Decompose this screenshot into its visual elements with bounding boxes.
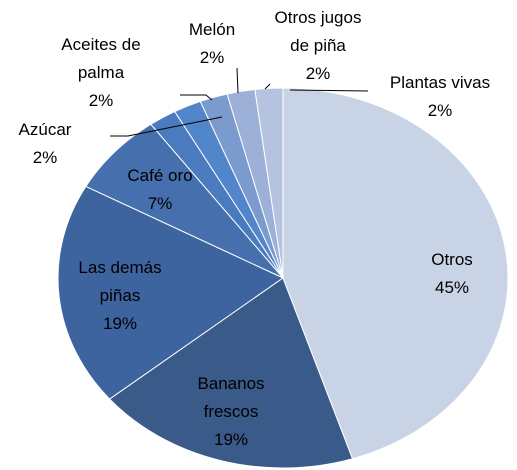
category-name: Plantas vivas (389, 73, 491, 92)
slice-label: Melón 2% (177, 16, 247, 72)
category-name: Las demás piñas (78, 258, 162, 305)
slice-label: Otros jugos de piña 2% (263, 4, 373, 88)
category-name: Otros (431, 250, 473, 269)
value-label: 19% (102, 314, 138, 333)
slice-label: Azúcar 2% (5, 116, 85, 172)
pie-slice (57, 185, 284, 400)
value-label: 45% (434, 278, 470, 297)
slice-label: Bananos frescos 19% (186, 370, 276, 454)
category-name: Otros jugos de piña (274, 8, 362, 55)
category-name: Melón (188, 20, 236, 39)
leader-line (110, 116, 223, 137)
value-label: 2% (199, 48, 225, 67)
category-name: Bananos frescos (197, 374, 265, 421)
slice-label: Aceites de palma 2% (46, 31, 156, 115)
pie-slice (282, 87, 509, 460)
slice-label: Las demás piñas 19% (65, 254, 175, 338)
category-name: Azúcar (18, 120, 72, 139)
value-label: 2% (32, 148, 58, 167)
leader-line (236, 67, 239, 94)
leader-lines (110, 67, 369, 137)
slice-label: Otros 45% (412, 246, 492, 302)
category-name: Aceites de palma (61, 35, 141, 82)
leader-line (289, 89, 369, 92)
leader-line (180, 94, 213, 101)
value-label: 2% (88, 91, 114, 110)
value-label: 2% (427, 101, 453, 120)
value-label: 7% (147, 194, 173, 213)
category-name: Café oro (127, 166, 193, 185)
leader-line (264, 83, 271, 90)
value-label: 19% (213, 430, 249, 449)
pie-slice (108, 277, 354, 469)
value-label: 2% (305, 64, 331, 83)
slice-label: Café oro 7% (110, 162, 210, 218)
slice-label: Plantas vivas 2% (365, 69, 515, 125)
